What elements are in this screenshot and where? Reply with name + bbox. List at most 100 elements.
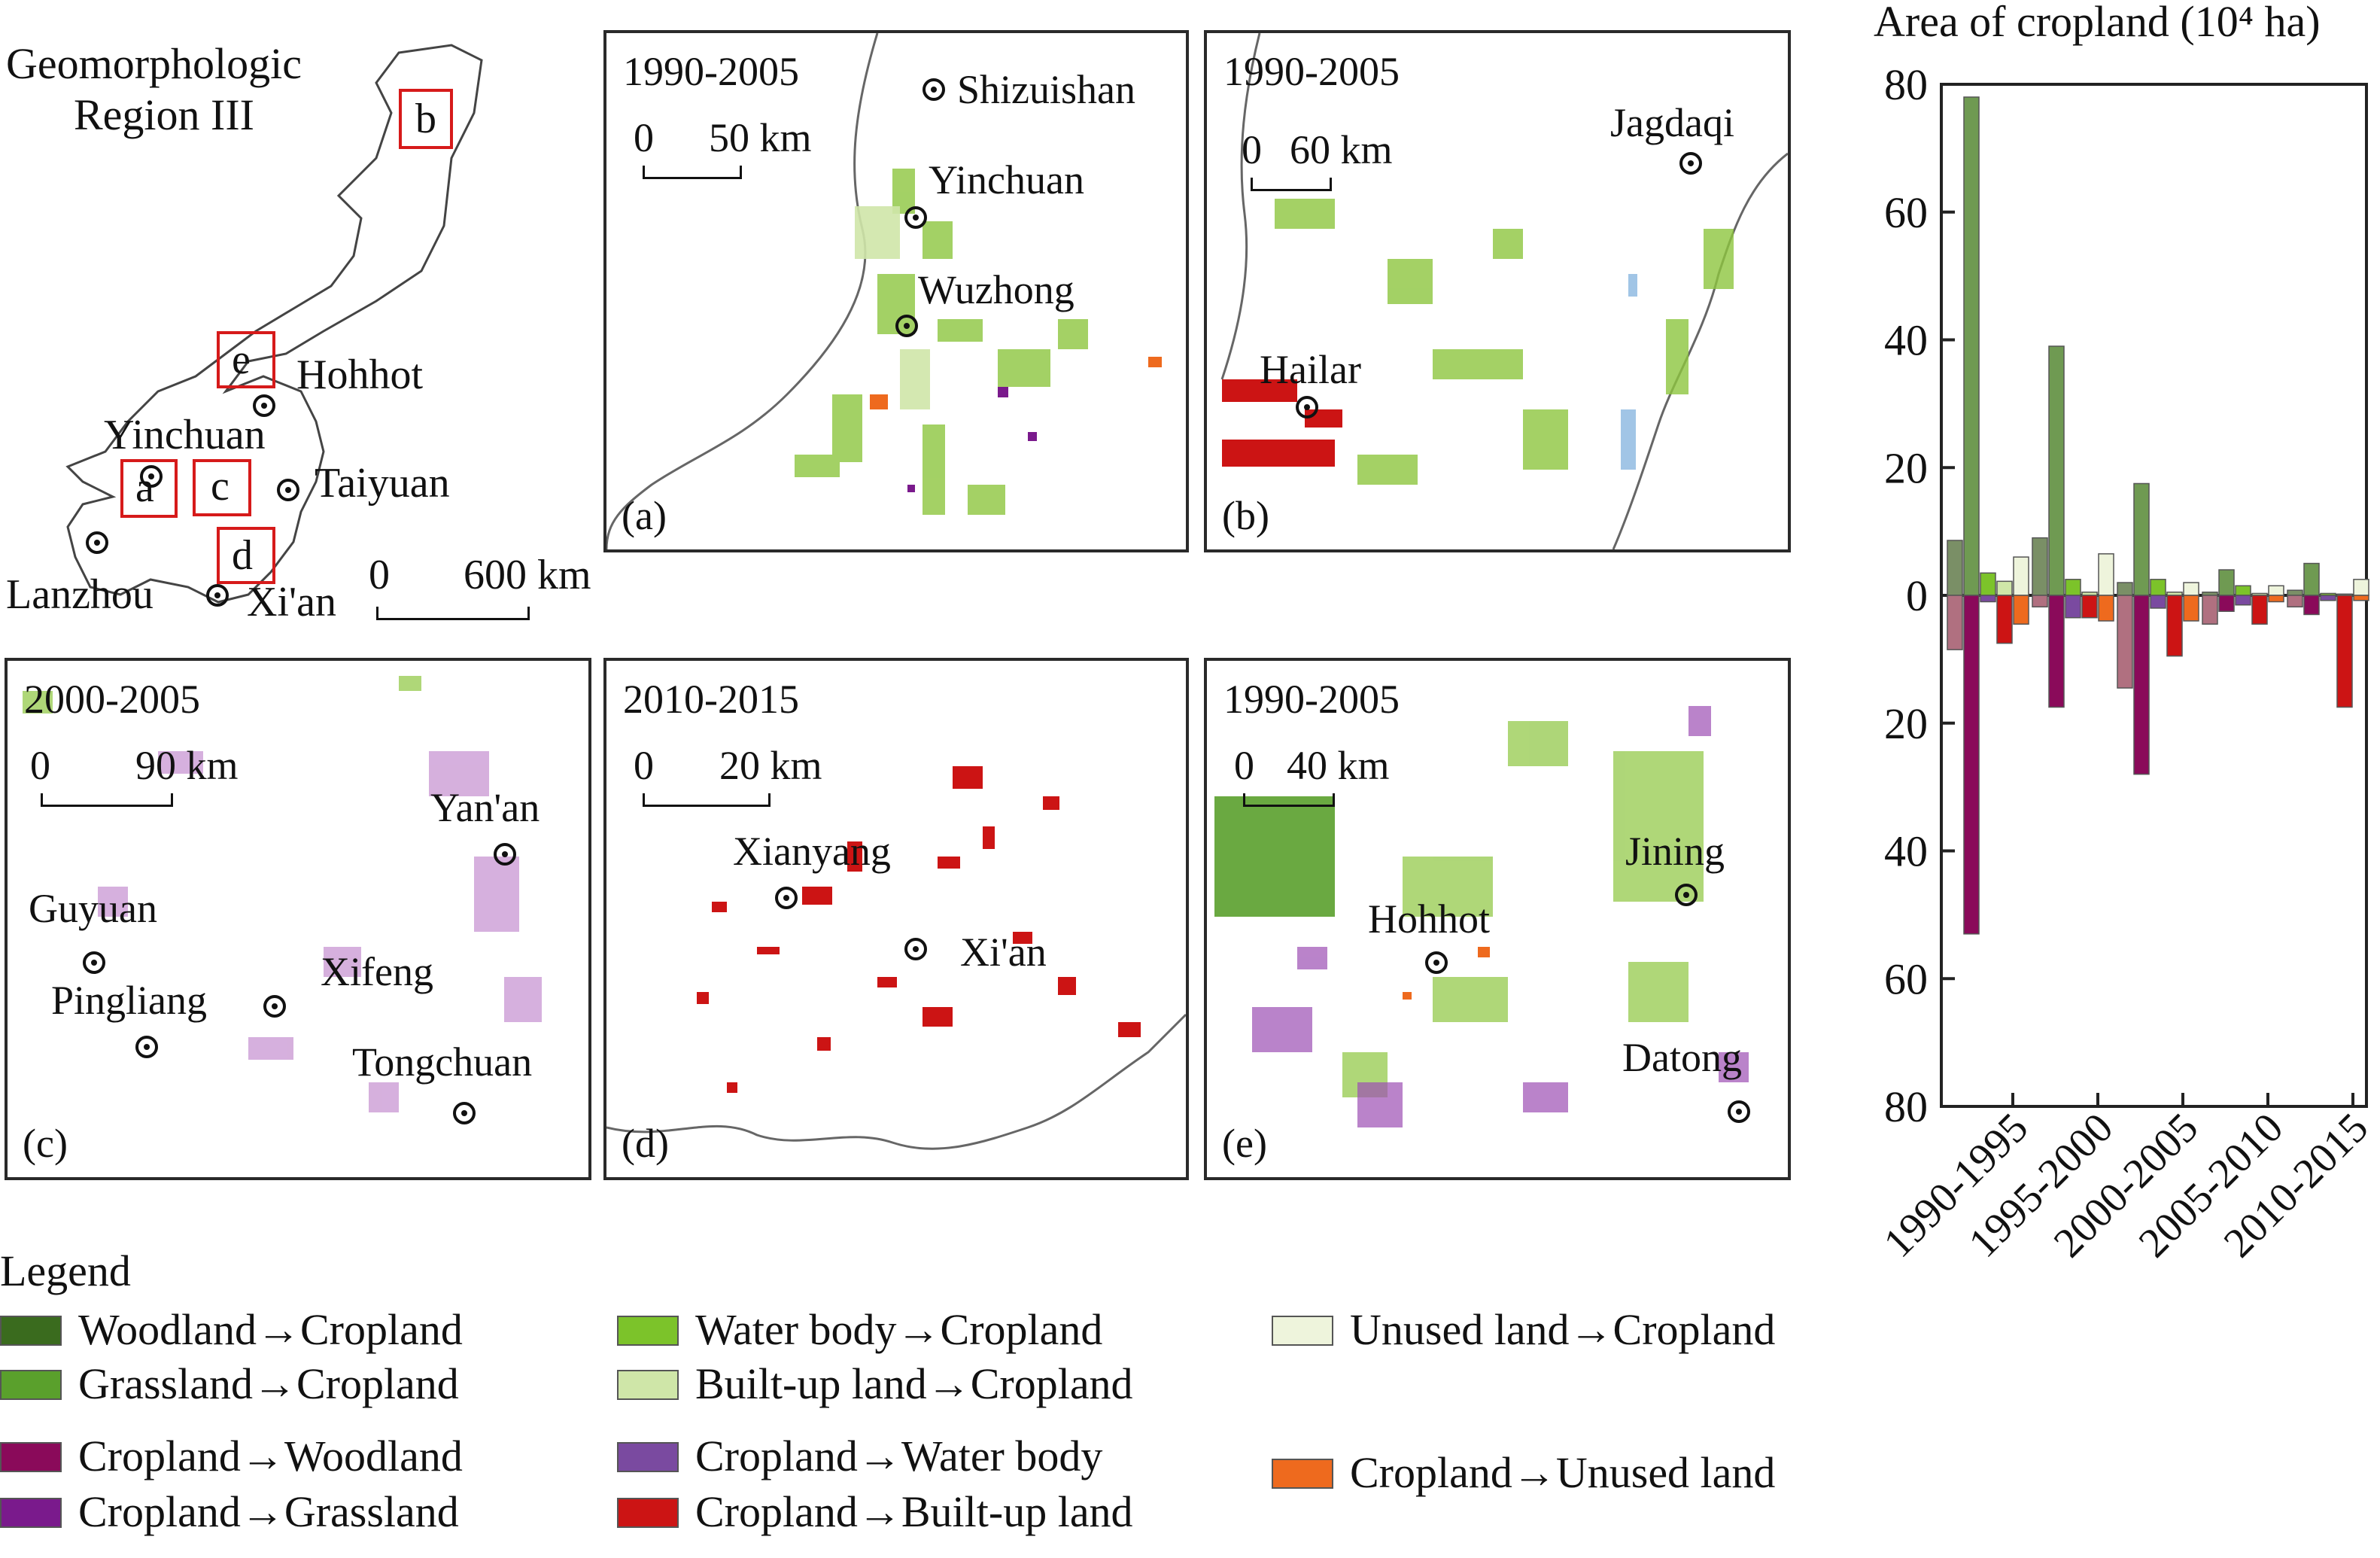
panel-e-scale-label: 40 km <box>1287 743 1390 788</box>
panel-a-scale-label: 50 km <box>709 115 812 160</box>
overview-scale-label: 600 km <box>464 552 591 598</box>
panel-b-city-hailar <box>1296 396 1318 418</box>
panel-d-city-xianyang <box>775 887 798 909</box>
panel-e-label-jining: Jining <box>1625 829 1725 874</box>
panel-e-label-hohhot: Hohhot <box>1368 896 1490 942</box>
panel-a-label-wuzhong: Wuzhong <box>918 267 1074 312</box>
overview-label-yinchuan: Yinchuan <box>104 412 266 458</box>
legend-label-6: Cropland→Water body <box>695 1432 1103 1480</box>
legend-label-3: Cropland→Grassland <box>78 1487 459 1536</box>
bar-loss-4-4 <box>2353 595 2369 601</box>
panel-b-scale-label: 60 km <box>1290 127 1393 172</box>
overview-label-hohhot: Hohhot <box>296 351 423 398</box>
y-tick-label-3: 20 <box>1884 443 1928 492</box>
bar-loss-1-1 <box>2048 595 2065 708</box>
bar-gain-2-4 <box>2183 582 2199 596</box>
panel-a-tag: (a) <box>622 493 667 538</box>
panel-e-city-jining <box>1675 884 1698 906</box>
y-tick-label-8: 80 <box>1884 1082 1928 1131</box>
panel-d-map <box>606 766 1186 1150</box>
bar-loss-2-2 <box>2150 595 2166 609</box>
panel-c-label-tongchuan: Tongchuan <box>352 1039 533 1085</box>
bar-gain-2-0 <box>2117 582 2133 596</box>
bar-gain-0-1 <box>1963 96 1980 596</box>
bar-loss-0-1 <box>1963 595 1980 935</box>
legend-swatch-9 <box>1272 1459 1333 1489</box>
bar-gain-1-2 <box>2065 579 2081 596</box>
panel-a-label-yinchuan: Yinchuan <box>929 157 1084 202</box>
panel-c-city-guyuan <box>83 951 105 974</box>
panel-b-city-jagdaqi <box>1679 152 1702 175</box>
panel-b-label-hailar: Hailar <box>1260 347 1361 392</box>
panel-e-tag: (e) <box>1222 1121 1267 1166</box>
overview-city-yinchuan <box>140 465 163 488</box>
panel-d-scale-zero: 0 <box>634 743 654 788</box>
overview-box-e: e <box>217 331 275 388</box>
panel-e-city-hohhot <box>1425 951 1448 974</box>
overview-map: Geomorphologic Region III b e a c d Hohh… <box>0 0 625 625</box>
overview-box-b: b <box>399 89 453 149</box>
panel-d-label-xianyang: Xianyang <box>733 829 891 874</box>
bar-gain-0-4 <box>2013 556 2029 596</box>
bar-loss-1-0 <box>2032 595 2048 608</box>
bar-gain-1-4 <box>2098 553 2114 596</box>
panel-a-scale-zero: 0 <box>634 115 654 160</box>
bar-gain-3-4 <box>2268 585 2284 596</box>
bar-loss-4-0 <box>2287 595 2303 608</box>
panel-d: 2010-2015 0 20 km Xianyang Xi'an (d) <box>603 658 1189 1180</box>
legend-swatch-5 <box>617 1370 679 1400</box>
panel-e-city-datong <box>1728 1100 1750 1123</box>
overview-label-taiyuan: Taiyuan <box>315 460 450 507</box>
overview-label-lanzhou: Lanzhou <box>6 571 153 618</box>
overview-box-a: a <box>120 459 178 518</box>
bar-loss-2-4 <box>2183 595 2199 622</box>
legend-swatch-1 <box>0 1370 62 1400</box>
y-tick-label-5: 20 <box>1884 699 1928 748</box>
panel-a-scale-bar <box>643 166 742 179</box>
region-outline <box>65 44 483 604</box>
panel-a-city-wuzhong <box>895 315 918 337</box>
panel-e-period: 1990-2005 <box>1223 677 1400 722</box>
legend-swatch-6 <box>617 1442 679 1472</box>
legend-swatch-7 <box>617 1498 679 1528</box>
overview-title-line2: Region III <box>74 90 254 139</box>
overview-label-xian: Xi'an <box>247 579 336 625</box>
panel-c-city-tongchuan <box>453 1102 476 1124</box>
overview-box-c: c <box>193 459 251 516</box>
bar-loss-2-1 <box>2133 595 2150 775</box>
panel-c-label-yanan: Yan'an <box>430 785 540 830</box>
panel-c-map <box>23 676 542 1112</box>
bar-gain-4-0 <box>2287 589 2303 596</box>
panel-e-label-datong: Datong <box>1622 1035 1742 1080</box>
legend-label-8: Unused land→Cropland <box>1350 1305 1776 1354</box>
panel-c-city-xifeng <box>263 995 286 1018</box>
panel-c-label-pingliang: Pingliang <box>51 978 208 1023</box>
panel-a-city-yinchuan <box>904 206 927 229</box>
legend-label-0: Woodland→Cropland <box>78 1305 463 1354</box>
overview-city-lanzhou <box>86 531 108 554</box>
bar-loss-4-1 <box>2303 595 2320 616</box>
panel-c-city-yanan <box>494 843 516 866</box>
panel-b-label-jagdaqi: Jagdaqi <box>1610 100 1734 145</box>
bar-loss-4-3 <box>2336 595 2353 708</box>
legend-label-9: Cropland→Unused land <box>1350 1448 1776 1497</box>
y-tick-label-1: 60 <box>1884 188 1928 237</box>
overview-scale-bar <box>376 607 530 620</box>
panel-c-period: 2000-2005 <box>24 677 200 722</box>
bar-loss-1-3 <box>2081 595 2098 619</box>
legend-label-5: Built-up land→Cropland <box>695 1359 1133 1408</box>
bar-loss-1-4 <box>2098 595 2114 622</box>
panel-c: 2000-2005 0 90 km Yan'an Guyuan Pinglian… <box>5 658 591 1180</box>
overview-city-taiyuan <box>277 479 299 501</box>
y-tick-label-4: 0 <box>1906 571 1928 620</box>
panel-c-scale-label: 90 km <box>135 743 239 788</box>
bar-loss-4-2 <box>2320 595 2336 601</box>
panel-b: 1990-2005 0 60 km Jagdaqi Hailar (b) <box>1204 30 1791 552</box>
bar-gain-4-4 <box>2353 579 2369 596</box>
bar-gain-4-1 <box>2303 562 2320 596</box>
overview-box-d: d <box>217 527 275 584</box>
bar-gain-0-2 <box>1980 572 1996 596</box>
panel-c-scale-bar <box>41 793 173 807</box>
panel-c-city-pingliang <box>135 1036 158 1058</box>
overview-title-line1: Geomorphologic <box>6 39 302 88</box>
